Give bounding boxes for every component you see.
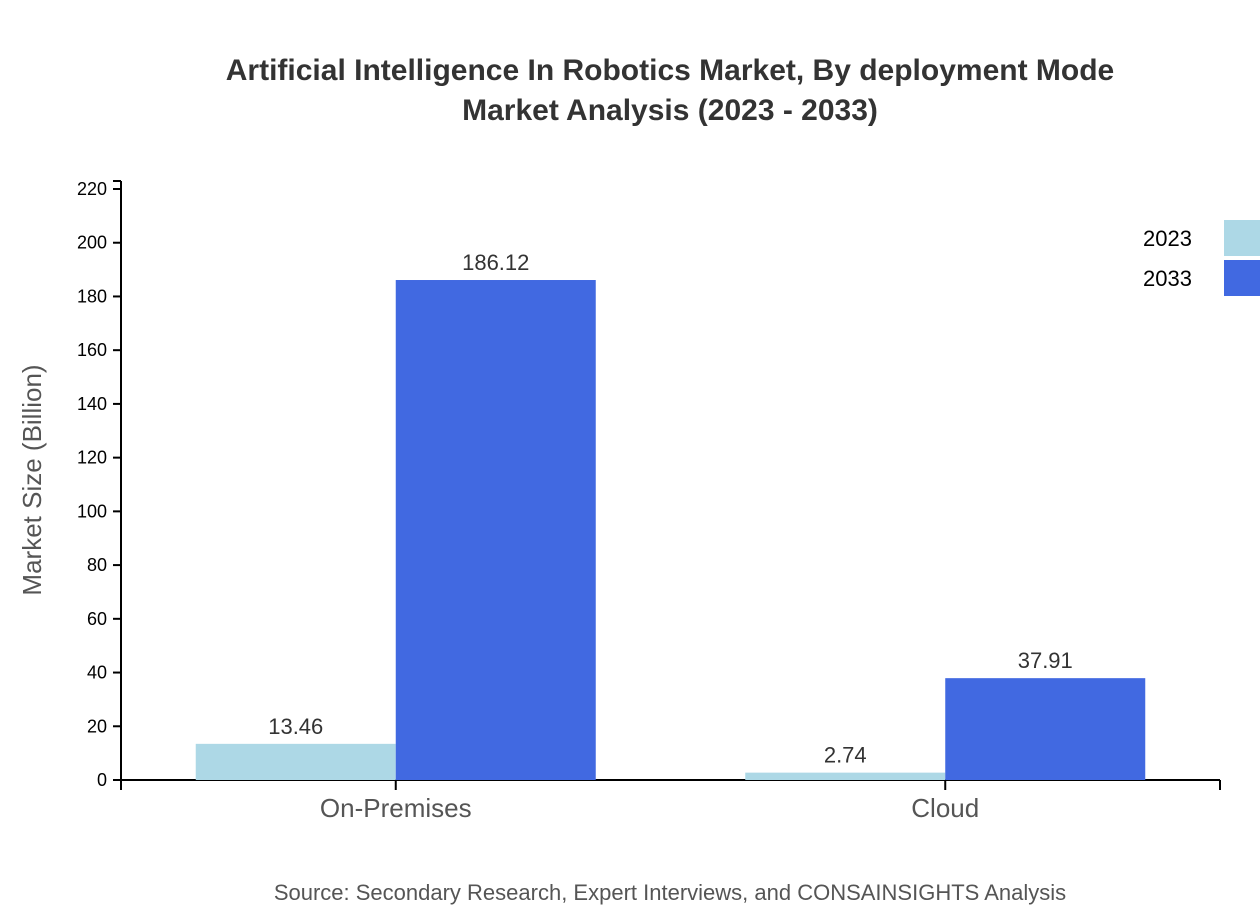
legend-label: 2033 <box>1143 266 1192 291</box>
chart-title-line1: Artificial Intelligence In Robotics Mark… <box>226 54 1115 87</box>
bar-2033-on-premises <box>395 280 596 780</box>
bar-2023-on-premises <box>195 743 396 780</box>
data-label: 186.12 <box>462 250 529 275</box>
bar-2033-cloud <box>945 678 1146 780</box>
y-tick-label: 160 <box>77 340 107 360</box>
y-tick-label: 0 <box>97 770 107 790</box>
y-tick-label: 180 <box>77 286 107 306</box>
y-tick-label: 120 <box>77 448 107 468</box>
bar-2023-cloud <box>745 772 946 780</box>
y-tick-label: 80 <box>87 555 107 575</box>
y-tick-label: 20 <box>87 716 107 736</box>
legend-label: 2023 <box>1143 226 1192 251</box>
data-label: 13.46 <box>268 714 323 739</box>
x-tick-label: Cloud <box>911 793 979 823</box>
data-label: 37.91 <box>1018 648 1073 673</box>
legend-swatch-2023 <box>1224 220 1260 256</box>
y-tick-label: 40 <box>87 663 107 683</box>
y-tick-label: 100 <box>77 501 107 521</box>
chart-title-line2: Market Analysis (2023 - 2033) <box>462 94 878 127</box>
y-tick-label: 60 <box>87 609 107 629</box>
y-tick-label: 200 <box>77 233 107 253</box>
source-note: Source: Secondary Research, Expert Inter… <box>274 880 1066 905</box>
legend-swatch-2033 <box>1224 260 1260 296</box>
data-label: 2.74 <box>824 743 867 768</box>
y-tick-label: 140 <box>77 394 107 414</box>
y-axis-label: Market Size (Billion) <box>17 364 47 595</box>
x-tick-label: On-Premises <box>320 793 472 823</box>
y-tick-label: 220 <box>77 179 107 199</box>
